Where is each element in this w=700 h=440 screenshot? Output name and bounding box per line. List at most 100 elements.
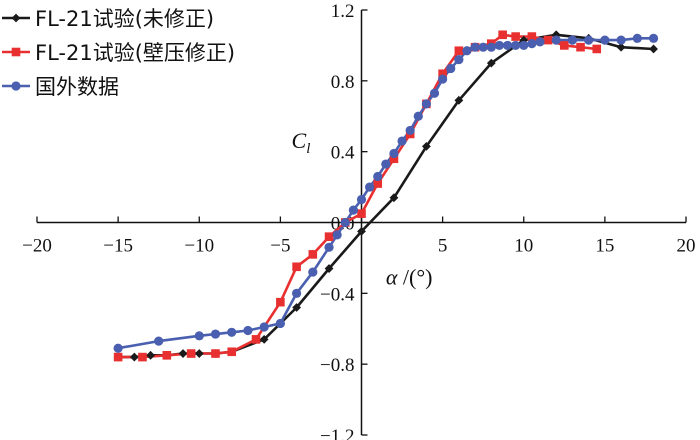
series-3-point	[227, 327, 237, 337]
y-tick-label: −0.4	[320, 284, 355, 305]
series-lines	[117, 33, 654, 359]
series-1-point	[178, 349, 188, 358]
series-3-point	[348, 205, 358, 215]
series-2-point	[560, 41, 569, 50]
series-3-point	[259, 322, 269, 332]
y-tick-label: −1.2	[320, 426, 354, 440]
x-tick-label: −10	[184, 236, 214, 257]
series-3-point	[210, 329, 221, 339]
series-2-point	[576, 42, 585, 52]
series-3-point	[113, 343, 123, 353]
series-3-point	[421, 99, 431, 109]
series-1-point	[649, 44, 658, 54]
y-axis-label-subscript: l	[306, 141, 310, 157]
series-2-point	[292, 262, 301, 272]
series-3-point	[494, 40, 505, 51]
y-tick-label: 0.4	[331, 143, 355, 164]
series-2-point	[511, 32, 520, 41]
series-1-point	[194, 349, 204, 358]
series-3-point	[511, 40, 521, 51]
series-1-point	[357, 226, 366, 236]
series-3-point	[332, 230, 342, 240]
series-2-point	[113, 352, 123, 362]
x-tick-label: 15	[595, 236, 614, 257]
y-axis-label: Cl	[292, 128, 311, 157]
series-3-point	[194, 331, 204, 341]
series-1-point	[486, 58, 496, 68]
series-3-point	[381, 159, 391, 169]
series-2-point	[227, 347, 236, 357]
series-3-point	[405, 125, 415, 136]
series-2-point	[276, 297, 285, 307]
series-2-point	[211, 349, 220, 358]
series-2-point	[324, 232, 334, 241]
series-3-point	[373, 171, 383, 182]
x-axis-label-unit: /(°)	[397, 265, 432, 290]
series-3-point	[551, 35, 561, 45]
series-3-point	[154, 336, 164, 346]
x-tick-label: 5	[438, 236, 448, 257]
legend-label: FL-21试验(壁压修正)	[35, 41, 235, 65]
series-2-point	[592, 44, 602, 54]
series-3-point	[584, 35, 594, 45]
series-2-point	[251, 335, 261, 344]
series-2-point	[373, 179, 383, 188]
series-2-point	[186, 349, 196, 358]
series-3-point	[243, 325, 253, 336]
series-3-point	[478, 42, 488, 52]
series-3-point	[462, 46, 472, 56]
series-1-point	[292, 303, 301, 312]
series-1-point	[616, 42, 626, 52]
series-markers	[113, 30, 659, 362]
series-3-point	[519, 40, 529, 51]
series-3-point	[365, 182, 375, 192]
series-line-3	[117, 36, 654, 350]
series-line-1	[118, 33, 654, 359]
x-tick-label: −15	[103, 236, 133, 257]
series-3-point	[429, 88, 440, 98]
series-3-point	[486, 42, 496, 52]
series-1-point	[146, 350, 155, 360]
series-3-point	[648, 33, 659, 43]
legend: FL-21试验(未修正) FL-21试验(壁压修正) 国外数据	[2, 7, 235, 99]
axis-ticks: −20−15−10−55101520−1.2−0.8−0.40.00.40.81…	[22, 1, 695, 440]
x-tick-label: −5	[270, 236, 290, 257]
series-2-point	[543, 35, 553, 45]
y-axis-label-symbol: C	[292, 128, 307, 153]
series-3-point	[397, 136, 407, 146]
series-3-point	[527, 39, 537, 49]
x-axis-label: α /(°)	[386, 265, 433, 290]
series-line-2	[118, 33, 597, 359]
series-3-point	[356, 194, 367, 205]
series-2-point	[162, 351, 172, 360]
legend-swatch-marker	[11, 81, 21, 91]
series-3-point	[616, 35, 626, 45]
legend-label: 国外数据	[35, 75, 119, 99]
series-3-point	[340, 217, 350, 228]
series-3-point	[413, 111, 423, 121]
series-1-point	[324, 264, 334, 273]
series-2-point	[389, 154, 399, 164]
series-3-point	[438, 74, 448, 84]
series-2-point	[308, 250, 318, 259]
series-3-point	[308, 267, 318, 277]
series-1-point	[454, 95, 464, 105]
y-tick-label: −0.8	[320, 355, 354, 376]
series-2-point	[138, 352, 147, 362]
series-3-point	[632, 33, 642, 43]
series-3-point	[535, 37, 545, 47]
series-1-point	[389, 193, 399, 203]
series-1-point	[129, 352, 139, 362]
series-3-point	[324, 242, 334, 252]
series-3-point	[389, 148, 399, 159]
series-3-point	[446, 63, 456, 74]
series-3-point	[454, 54, 464, 65]
series-3-point	[470, 42, 480, 52]
legend-swatch-marker	[11, 47, 21, 57]
legend-swatch-marker	[11, 13, 21, 23]
series-2-point	[527, 32, 537, 41]
series-3-point	[502, 40, 513, 51]
series-2-point	[498, 30, 507, 40]
series-3-point	[275, 318, 285, 329]
